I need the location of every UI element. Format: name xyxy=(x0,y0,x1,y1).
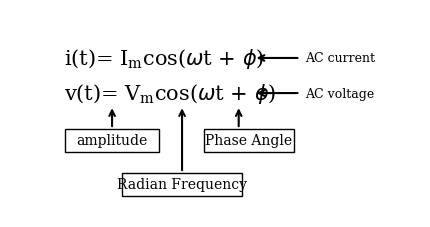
Text: AC current: AC current xyxy=(305,52,375,65)
Text: AC voltage: AC voltage xyxy=(305,87,375,100)
Text: Phase Angle: Phase Angle xyxy=(205,134,292,148)
Text: Radian Frequency: Radian Frequency xyxy=(117,178,247,192)
FancyBboxPatch shape xyxy=(204,129,294,152)
FancyBboxPatch shape xyxy=(65,129,159,152)
Text: i(t)= $\mathdefault{I_m}$cos($\omega$t + $\phi$): i(t)= $\mathdefault{I_m}$cos($\omega$t +… xyxy=(64,47,264,71)
Text: amplitude: amplitude xyxy=(77,134,147,148)
Text: v(t)= $\mathdefault{V_m}$cos($\omega$t + $\phi$): v(t)= $\mathdefault{V_m}$cos($\omega$t +… xyxy=(64,82,276,106)
FancyBboxPatch shape xyxy=(122,173,242,196)
